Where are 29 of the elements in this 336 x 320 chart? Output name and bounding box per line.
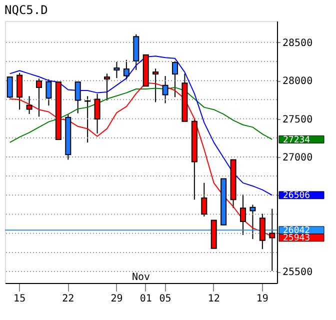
text: 26506 [283,191,310,202]
x-tick-label: 12 [208,294,220,304]
candlestick [114,61,120,79]
x-tick-label: 01 [140,294,152,304]
candlestick [26,96,32,114]
candlestick [46,78,52,106]
x-tick-label: 15 [14,294,26,304]
candlestick [250,204,256,240]
candlestick [201,182,208,217]
y-tick-label: 25500 [282,267,313,278]
y-tick-label: 27000 [282,152,313,164]
candlestick [162,75,168,104]
chart-title: NQC5.D [4,3,48,17]
annotation: Nov [132,272,150,283]
y-tick-label: 27500 [282,114,313,126]
x-tick-label: 22 [62,294,74,304]
x-tick-label: 05 [159,294,172,304]
text: 27234 [283,135,310,146]
y-tick-label: 28000 [282,76,313,88]
y-tick-label: 28500 [282,38,313,49]
candlestick [6,76,13,99]
candlestick [104,73,110,102]
candlestick [123,59,130,80]
candlestick [172,60,178,98]
candlestick [74,82,81,114]
x-tick-label: 29 [110,294,123,304]
candlestick [94,93,100,134]
x-tick-label: 19 [256,294,268,304]
line-series [9,56,273,196]
